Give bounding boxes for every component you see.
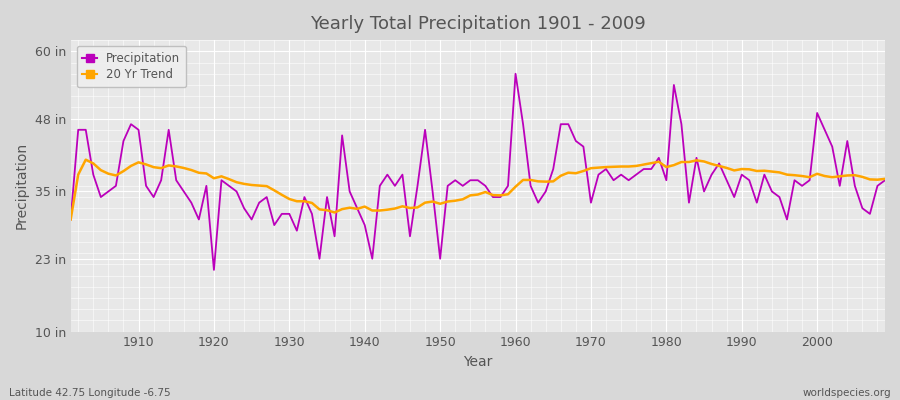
Text: Latitude 42.75 Longitude -6.75: Latitude 42.75 Longitude -6.75 [9,388,171,398]
Title: Yearly Total Precipitation 1901 - 2009: Yearly Total Precipitation 1901 - 2009 [310,15,645,33]
Legend: Precipitation, 20 Yr Trend: Precipitation, 20 Yr Trend [76,46,186,87]
X-axis label: Year: Year [464,355,492,369]
Y-axis label: Precipitation: Precipitation [15,142,29,230]
Text: worldspecies.org: worldspecies.org [803,388,891,398]
